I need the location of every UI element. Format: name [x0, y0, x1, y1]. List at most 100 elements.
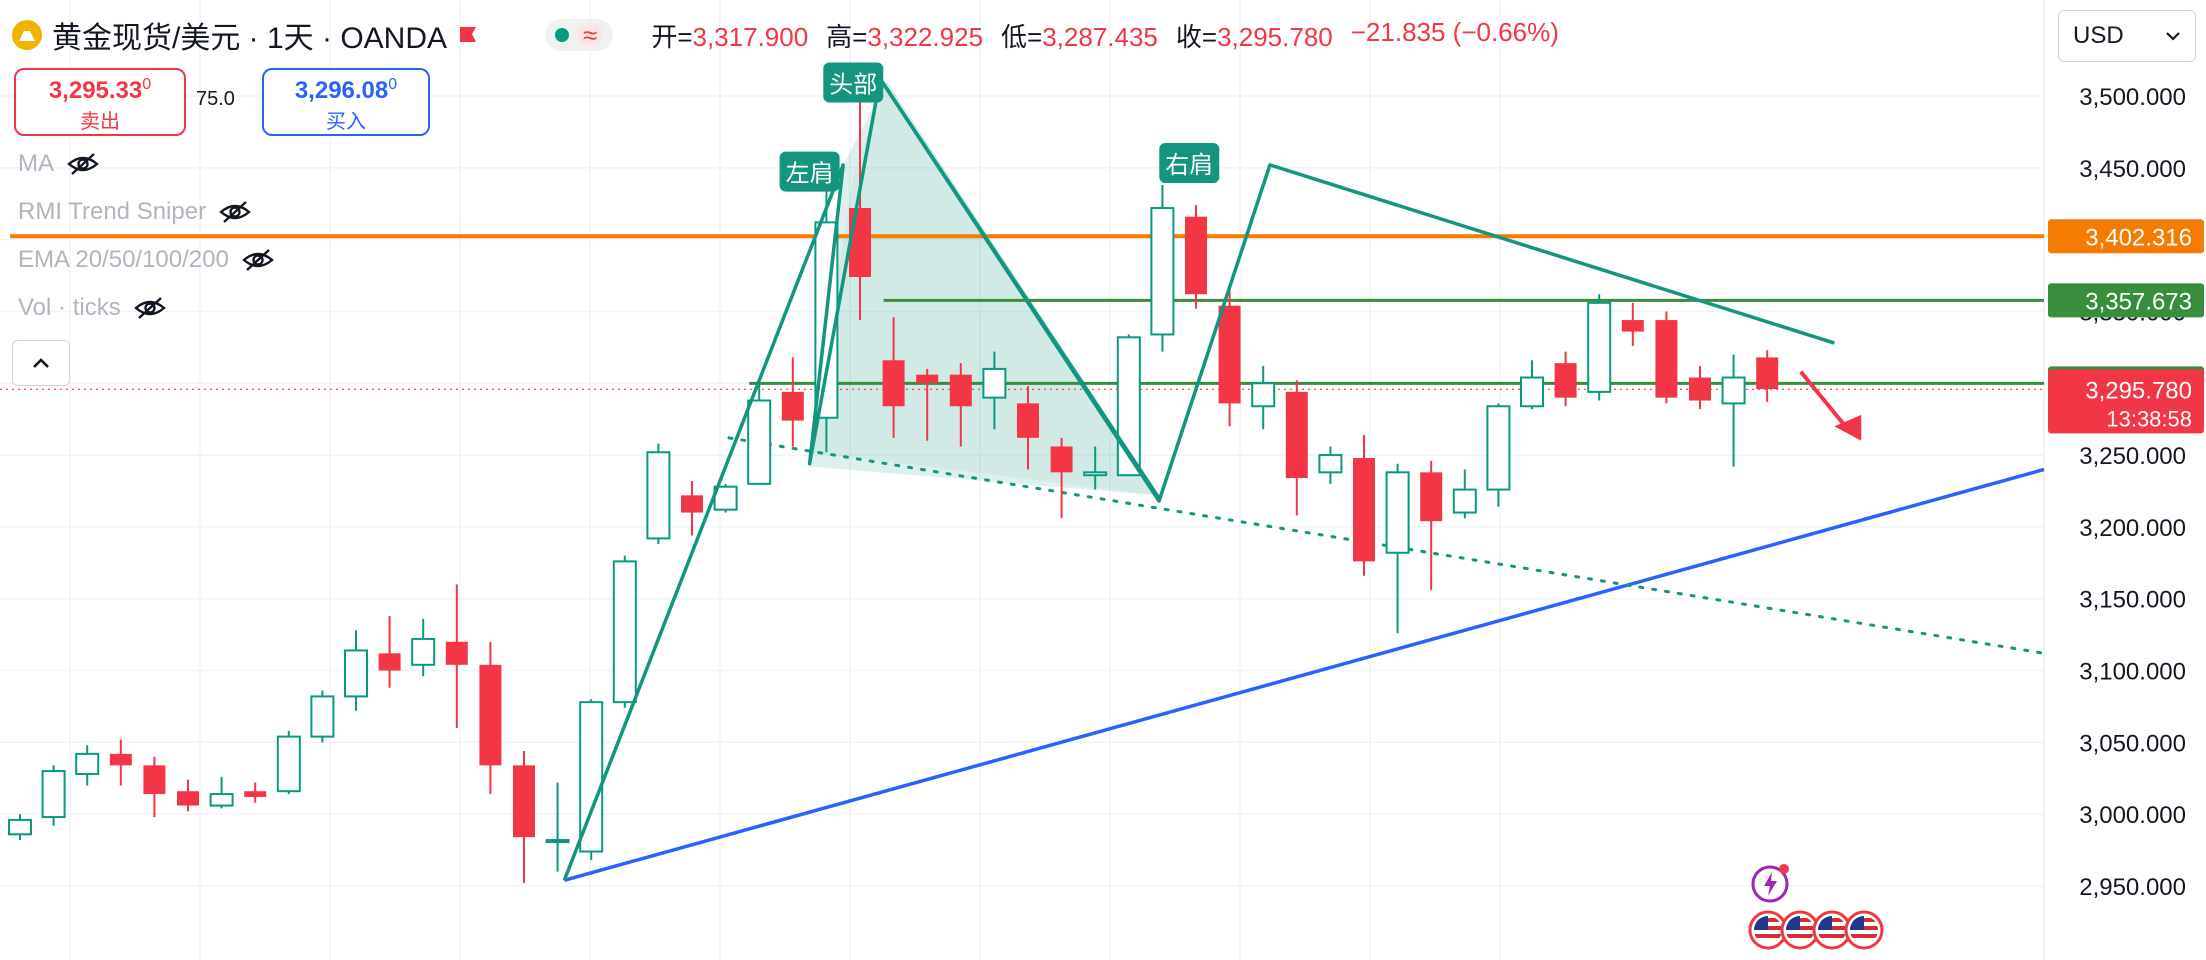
candle-body [411, 637, 436, 666]
eye-off-icon[interactable] [241, 247, 275, 273]
high-value: 3,322.925 [867, 21, 984, 52]
projection-arrow [1799, 370, 1850, 431]
candle-body [1385, 471, 1410, 554]
candle-body [109, 753, 132, 766]
candle-body [646, 451, 671, 540]
collapse-indicators-button[interactable] [12, 340, 70, 386]
buy-label: 买入 [326, 111, 366, 133]
sell-label: 卖出 [80, 111, 120, 133]
us-flag-icon[interactable] [1844, 910, 1884, 950]
current-price-label: 3,295.780 [2085, 377, 2192, 404]
chevron-down-icon [2166, 32, 2180, 41]
candle-body [1486, 405, 1511, 491]
low-value: 3,287.435 [1042, 21, 1158, 52]
candle-body [747, 399, 772, 485]
candle-body [378, 653, 401, 671]
candle-body [545, 839, 570, 844]
candle-body [1150, 207, 1175, 336]
candle-body [1520, 376, 1544, 408]
candle-body [1587, 301, 1612, 393]
candle-body [1318, 454, 1343, 474]
y-tick-label: 3,000.000 [2079, 802, 2186, 829]
chevron-up-icon [33, 358, 49, 368]
candle-body [1116, 336, 1141, 477]
candle-body [8, 818, 32, 836]
eye-off-icon[interactable] [66, 151, 100, 177]
open-label: 开= [651, 21, 693, 52]
y-tick-label: 3,250.000 [2079, 443, 2186, 470]
indicator-ma[interactable]: MA [18, 150, 100, 178]
sell-button[interactable]: 3,295.330 卖出 [14, 68, 186, 136]
pattern-label-bg [1159, 142, 1220, 183]
price-label: 3,402.316 [2085, 224, 2192, 251]
close-label: 收= [1175, 21, 1218, 52]
eye-off-icon[interactable] [218, 199, 252, 225]
economic-events-row [1748, 910, 1884, 950]
currency-select[interactable]: USD [2058, 10, 2196, 62]
candle-body [916, 374, 939, 384]
candle-body [445, 641, 468, 665]
candle-body [344, 649, 368, 698]
spread-value: 75.0 [196, 88, 235, 110]
candle-body [882, 360, 905, 407]
y-tick-label: 3,150.000 [2079, 587, 2186, 614]
support-trendline [563, 467, 2045, 882]
y-tick-label: 3,100.000 [2079, 659, 2186, 686]
candle-body [1621, 320, 1644, 332]
high-label: 高= [826, 21, 868, 52]
y-tick-label: 2,950.000 [2079, 874, 2186, 901]
close-value: 3,295.780 [1217, 21, 1333, 52]
gold-symbol-icon [12, 20, 42, 50]
symbol-title[interactable]: 黄金现货/美元 · 1天 · OANDA [52, 22, 448, 55]
y-tick-label: 3,200.000 [2079, 515, 2186, 542]
candle-body [513, 765, 535, 838]
candle-body [1420, 472, 1443, 522]
us-flag-icon[interactable] [1812, 910, 1852, 950]
candle-body [143, 765, 166, 795]
y-tick-label: 3,450.000 [2079, 156, 2186, 183]
indicator-label: RMI Trend Sniper [18, 198, 207, 225]
candle-body [949, 374, 972, 407]
market-status-pill[interactable]: ≈ [545, 19, 614, 51]
pattern-outline [878, 77, 1161, 500]
sell-price: 3,295.33 [48, 77, 143, 104]
flag-icon[interactable] [457, 24, 479, 46]
candle-body [1083, 471, 1108, 477]
candle-body [1185, 216, 1207, 295]
candle-body [244, 791, 267, 797]
candle-body [849, 208, 871, 277]
indicator-label: Vol · ticks [18, 294, 121, 321]
candle-body [1050, 446, 1073, 473]
pattern-label: 左肩 [786, 160, 834, 188]
candle-body [681, 495, 703, 513]
pattern-label: 头部 [829, 71, 877, 99]
countdown-label: 13:38:58 [2106, 406, 2192, 431]
candle-body [1285, 391, 1308, 479]
candle-body [1554, 363, 1577, 398]
us-flag-icon[interactable] [1780, 910, 1820, 950]
candle-body [982, 367, 1007, 399]
market-open-dot-icon [555, 28, 570, 42]
buy-button[interactable]: 3,296.080 买入 [262, 68, 430, 136]
candle-body [1756, 357, 1779, 390]
candle-body [41, 770, 66, 819]
candle-body [310, 695, 335, 738]
lightning-event-icon[interactable] [1750, 860, 1794, 904]
chart-header: 黄金现货/美元 · 1天 · OANDA ≈ 开=3,317.900 高=3,3… [12, 12, 1559, 58]
indicator-label: MA [18, 150, 54, 177]
indicator-rmi[interactable]: RMI Trend Sniper [18, 198, 252, 226]
indicator-ema[interactable]: EMA 20/50/100/200 [18, 246, 275, 274]
indicator-vol[interactable]: Vol · ticks [18, 294, 167, 322]
candle-body [177, 791, 199, 806]
candle-body [1017, 403, 1039, 438]
current-price-label-bg [2048, 369, 2204, 434]
open-value: 3,317.900 [692, 21, 809, 52]
wave-icon: ≈ [577, 22, 604, 48]
price-label-bg [2048, 219, 2204, 254]
pattern-label-bg [823, 62, 884, 103]
candle-body [1251, 382, 1276, 408]
candle-body [276, 735, 301, 793]
eye-off-icon[interactable] [133, 295, 167, 321]
currency-value: USD [2073, 22, 2124, 49]
